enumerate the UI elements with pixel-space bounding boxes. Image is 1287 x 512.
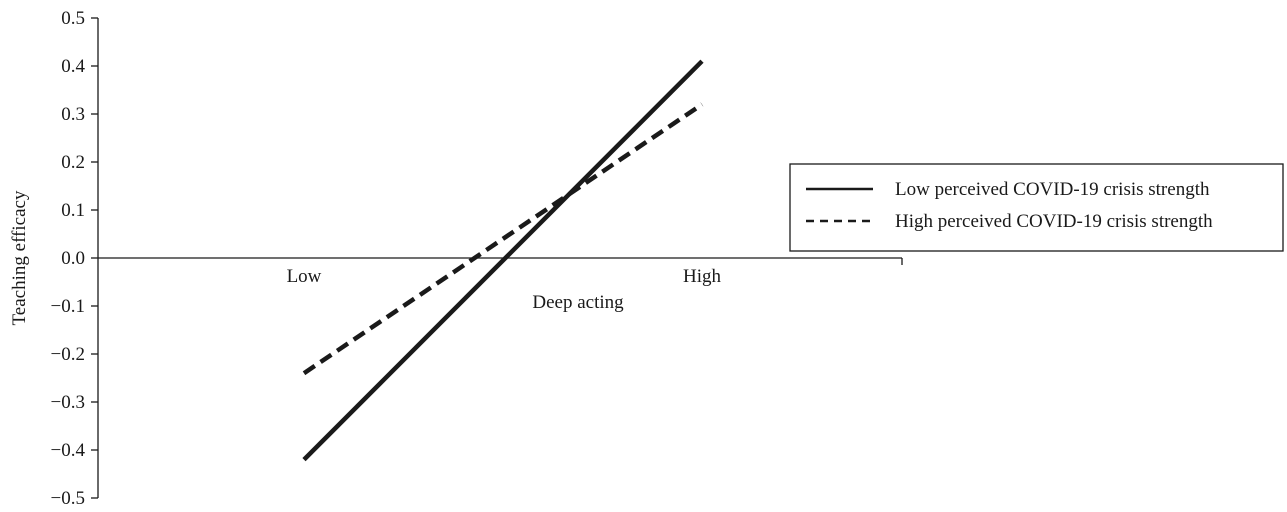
series-line-high-crisis [302,102,704,376]
y-axis-ticks: 0.5 0.4 0.3 0.2 0.1 0.0 −0.1 −0.2 −0.3 −0.4 −0.5 [51,8,98,509]
y-tick-label: 0.4 [61,56,85,77]
y-axis-title: Teaching efficacy [9,190,30,325]
y-tick-label: −0.3 [51,392,85,413]
series-line-low-crisis [302,59,704,462]
legend-label-low-crisis: Low perceived COVID-19 crisis strength [895,179,1210,200]
legend-box [789,163,1284,252]
legend: Low perceived COVID-19 crisis strength H… [789,163,1284,252]
y-tick-label: 0.1 [61,200,85,221]
y-tick-label: 0.2 [61,152,85,173]
legend-label-high-crisis: High perceived COVID-19 crisis strength [895,211,1213,232]
y-tick-label: −0.1 [51,296,85,317]
y-tick-label: 0.5 [61,8,85,29]
y-tick-label: 0.3 [61,104,85,125]
x-category-label-low: Low [287,266,322,287]
x-category-label-high: High [683,266,722,287]
series-lines [302,59,704,462]
x-axis-title: Deep acting [532,292,624,313]
y-tick-label: −0.4 [51,440,86,461]
y-tick-label: −0.5 [51,488,85,509]
y-tick-label: 0.0 [61,248,85,269]
y-tick-label: −0.2 [51,344,85,365]
